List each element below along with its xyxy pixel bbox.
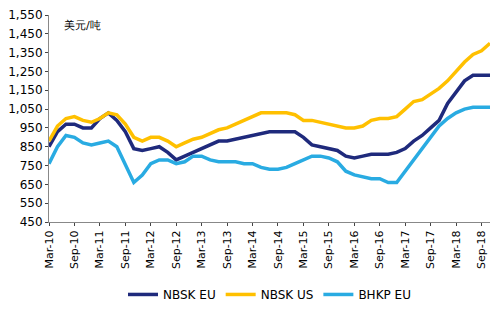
svg-text:550: 550	[20, 196, 43, 210]
svg-text:Sep-15: Sep-15	[322, 230, 335, 269]
svg-text:750: 750	[20, 159, 43, 173]
svg-text:Mar-17: Mar-17	[399, 230, 412, 268]
svg-text:Mar-13: Mar-13	[195, 230, 208, 268]
svg-text:Sep-12: Sep-12	[170, 230, 183, 269]
svg-text:1,050: 1,050	[8, 102, 42, 116]
svg-text:1,150: 1,150	[8, 83, 42, 97]
svg-text:Sep-16: Sep-16	[373, 230, 386, 269]
svg-text:Mar-15: Mar-15	[297, 230, 310, 268]
svg-text:Mar-12: Mar-12	[144, 230, 157, 268]
svg-text:Sep-13: Sep-13	[221, 230, 234, 269]
svg-text:1,550: 1,550	[8, 8, 42, 22]
svg-text:美元/吨: 美元/吨	[64, 19, 101, 32]
svg-text:Sep-11: Sep-11	[119, 230, 132, 269]
svg-text:Mar-10: Mar-10	[43, 230, 56, 268]
svg-text:Sep-18: Sep-18	[475, 230, 488, 269]
svg-text:1,250: 1,250	[8, 65, 42, 79]
svg-text:Mar-18: Mar-18	[450, 230, 463, 268]
svg-text:Mar-11: Mar-11	[93, 230, 106, 268]
svg-text:Mar-16: Mar-16	[348, 230, 361, 268]
svg-text:1,450: 1,450	[8, 27, 42, 41]
svg-text:BHKP EU: BHKP EU	[358, 288, 411, 302]
svg-text:Sep-17: Sep-17	[424, 230, 437, 269]
svg-text:Sep-10: Sep-10	[68, 230, 81, 269]
svg-text:1,350: 1,350	[8, 46, 42, 60]
svg-text:850: 850	[20, 140, 43, 154]
svg-text:950: 950	[20, 121, 43, 135]
svg-text:650: 650	[20, 178, 43, 192]
svg-text:450: 450	[20, 215, 43, 229]
svg-text:NBSK US: NBSK US	[261, 288, 314, 302]
svg-text:NBSK EU: NBSK EU	[163, 288, 216, 302]
svg-text:Sep-14: Sep-14	[272, 230, 285, 269]
svg-text:Mar-14: Mar-14	[246, 230, 259, 268]
